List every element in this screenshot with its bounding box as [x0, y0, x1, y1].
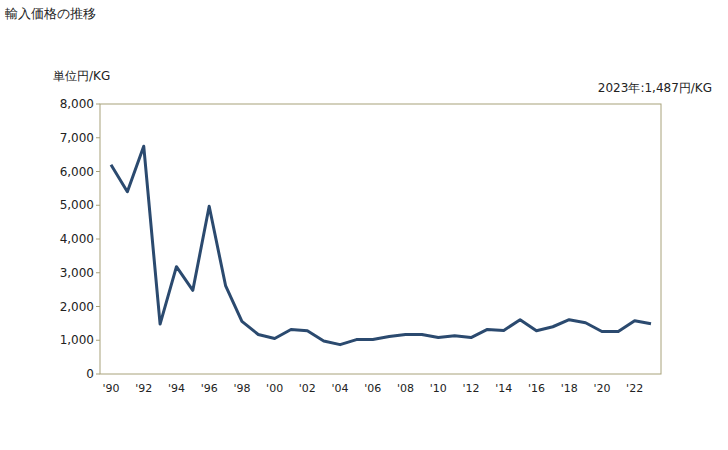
- x-tick-label: '18: [561, 382, 578, 395]
- y-tick-label: 1,000: [60, 333, 94, 347]
- y-tick: [96, 306, 100, 307]
- title: 輸入価格の推移: [5, 6, 96, 21]
- annotation: 2023年:1,487円/KG: [598, 81, 712, 95]
- x-tick-label: '96: [201, 382, 218, 395]
- plot-frame: [100, 104, 661, 374]
- x-tick-label: '06: [364, 382, 381, 395]
- chart: 輸入価格の推移単位円/KG 2023年:1,487円/KG 0 1,000 2,000 3…: [0, 0, 728, 450]
- y-tick-label: 0: [86, 367, 94, 381]
- price-line: [111, 146, 651, 344]
- y-tick: [96, 239, 100, 240]
- x-tick-label: '92: [135, 382, 152, 395]
- y-tick-label: 3,000: [60, 266, 94, 280]
- y-tick: [96, 104, 100, 105]
- y-tick-label: 5,000: [60, 198, 94, 212]
- y-tick-label: 4,000: [60, 232, 94, 246]
- y-tick-label: 6,000: [60, 165, 94, 179]
- y-tick: [96, 171, 100, 172]
- y-tick: [96, 340, 100, 341]
- x-tick-label: '98: [233, 382, 250, 395]
- x-tick-label: '90: [102, 382, 119, 395]
- y-tick: [96, 205, 100, 206]
- x-tick-label: '16: [528, 382, 545, 395]
- x-tick-label: '04: [332, 382, 349, 395]
- x-tick-label: '08: [397, 382, 414, 395]
- y-tick: [96, 374, 100, 375]
- y-tick-label: 8,000: [60, 97, 94, 111]
- y-tick-label: 7,000: [60, 131, 94, 145]
- x-tick-label: '02: [299, 382, 316, 395]
- x-tick-label: '94: [168, 382, 185, 395]
- x-tick-label: '10: [430, 382, 447, 395]
- x-tick-label: '14: [495, 382, 512, 395]
- x-tick-label: '22: [626, 382, 643, 395]
- x-tick-label: '12: [462, 382, 479, 395]
- y-tick-label: 2,000: [60, 300, 94, 314]
- y-tick: [96, 137, 100, 138]
- y-label: 単位円/KG: [53, 69, 110, 83]
- x-tick-label: '00: [266, 382, 283, 395]
- x-tick-label: '20: [593, 382, 610, 395]
- plot-area: [111, 146, 651, 344]
- y-tick: [96, 272, 100, 273]
